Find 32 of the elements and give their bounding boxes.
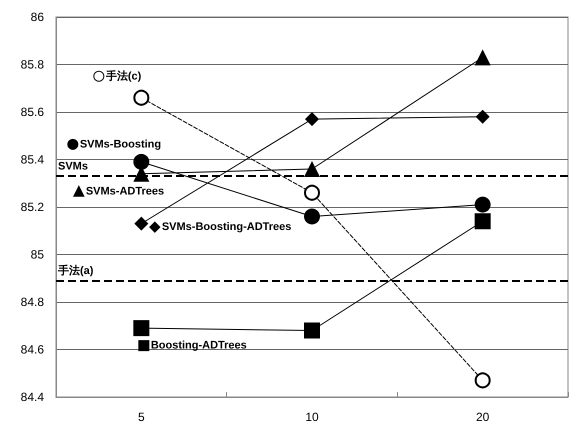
x-tick-label: 20 — [476, 410, 490, 424]
legend-label: SVMs-ADTrees — [86, 185, 164, 198]
point — [474, 213, 491, 230]
point — [133, 154, 150, 170]
point — [304, 184, 320, 201]
y-tick-label: 84.8 — [20, 295, 44, 309]
point — [305, 112, 319, 126]
y-tick-label: 85 — [30, 248, 44, 262]
legend-label: SVMs-Boosting-ADTrees — [162, 221, 292, 234]
x-tick-label: 10 — [305, 410, 319, 424]
y-tick-label: 86 — [30, 10, 44, 24]
point — [304, 208, 320, 224]
legend-label: 手法(c) — [104, 69, 142, 82]
point — [304, 322, 320, 338]
y-tick-label: 84.6 — [20, 342, 44, 356]
x-tick-label: 5 — [138, 410, 145, 424]
point — [476, 110, 490, 124]
y-tick-label: 85.6 — [20, 105, 44, 119]
point — [133, 320, 150, 336]
y-tick-label: 84.4 — [20, 390, 44, 404]
legend-label: SVMs-Boosting — [80, 138, 162, 150]
point — [474, 196, 491, 213]
point — [474, 372, 491, 388]
y-tick-label: 85.8 — [20, 58, 44, 72]
point — [474, 49, 491, 66]
y-tick-label: 85.4 — [20, 152, 44, 166]
legend-label: Boosting-ADTrees — [150, 340, 247, 352]
ref-line-label: 手法(a) — [57, 264, 94, 278]
y-tick-label: 85.2 — [20, 200, 44, 214]
point — [133, 90, 150, 106]
ref-line-label: SVMs — [58, 160, 88, 173]
point — [134, 216, 148, 231]
